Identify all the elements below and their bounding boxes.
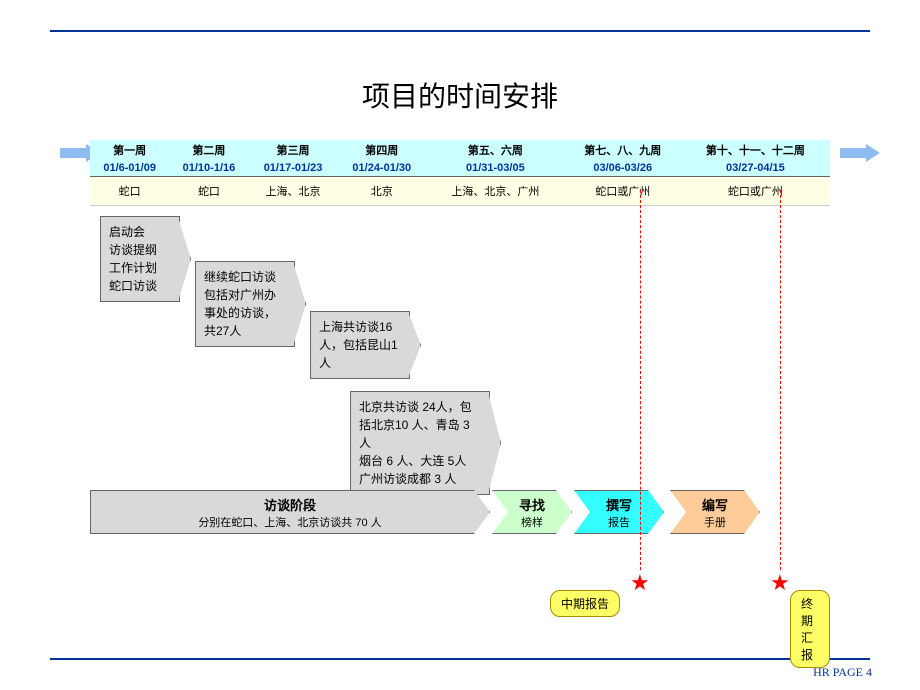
star-icon: ★ [770, 570, 790, 596]
timeline-dates-row: 01/6-01/0901/10-1/1601/17-01/2301/24-01/… [90, 160, 830, 177]
star-icon: ★ [630, 570, 650, 596]
location-cell: 上海、北京、广州 [426, 177, 565, 206]
phase-chevron: 编写手册 [670, 490, 760, 534]
phase-label: 撰写 [606, 495, 632, 514]
phase-row: 访谈阶段分别在蛇口、上海、北京访谈共 70 人寻找榜样撰写报告编写手册 [90, 490, 830, 540]
timeline-chart: 第一周第二周第三周第四周第五、六周第七、八、九周第十、十一、十二周 01/6-0… [90, 140, 830, 506]
week-header: 第五、六周 [426, 140, 565, 160]
week-header: 第二周 [169, 140, 248, 160]
timeline-table: 第一周第二周第三周第四周第五、六周第七、八、九周第十、十一、十二周 01/6-0… [90, 140, 830, 206]
date-header: 01/10-1/16 [169, 160, 248, 177]
page-title: 项目的时间安排 [0, 75, 920, 115]
location-cell: 上海、北京 [249, 177, 338, 206]
task-box: 北京共访谈 24人，包括北京10 人、青岛 3 人烟台 6 人、大连 5人广州访… [350, 391, 490, 495]
timeline-locations-row: 蛇口蛇口上海、北京北京上海、北京、广州蛇口或广州蛇口或广州 [90, 177, 830, 206]
task-box: 启动会访谈提纲工作计划蛇口访谈 [100, 216, 180, 302]
location-cell: 蛇口或广州 [681, 177, 830, 206]
phase-chevron: 访谈阶段分别在蛇口、上海、北京访谈共 70 人 [90, 490, 490, 534]
phase-sublabel: 榜样 [521, 514, 543, 530]
date-header: 03/27-04/15 [681, 160, 830, 177]
location-cell: 蛇口 [90, 177, 169, 206]
date-header: 03/06-03/26 [565, 160, 681, 177]
phase-sublabel: 分别在蛇口、上海、北京访谈共 70 人 [198, 514, 381, 530]
week-header: 第十、十一、十二周 [681, 140, 830, 160]
location-cell: 北京 [338, 177, 427, 206]
phase-label: 访谈阶段 [264, 495, 316, 514]
week-header: 第三周 [249, 140, 338, 160]
phase-chevron: 寻找榜样 [492, 490, 572, 534]
date-header: 01/6-01/09 [90, 160, 169, 177]
week-header: 第一周 [90, 140, 169, 160]
phase-chevron: 撰写报告 [574, 490, 664, 534]
bottom-rule [50, 658, 870, 660]
date-header: 01/31-03/05 [426, 160, 565, 177]
phase-sublabel: 报告 [608, 514, 630, 530]
top-rule [50, 30, 870, 32]
task-boxes-area: 启动会访谈提纲工作计划蛇口访谈继续蛇口访谈包括对广州办事处的访谈，共27人上海共… [90, 206, 830, 506]
milestone-line [640, 190, 641, 570]
milestone-label: 终期汇报 [790, 590, 830, 668]
week-header: 第七、八、九周 [565, 140, 681, 160]
milestone-line [780, 190, 781, 570]
task-box: 继续蛇口访谈包括对广州办事处的访谈，共27人 [195, 261, 295, 347]
milestone-label: 中期报告 [550, 590, 620, 617]
task-box: 上海共访谈16 人，包括昆山1 人 [310, 311, 410, 379]
location-cell: 蛇口或广州 [565, 177, 681, 206]
week-header: 第四周 [338, 140, 427, 160]
phase-sublabel: 手册 [704, 514, 726, 530]
timeline-arrow-right-icon [840, 144, 880, 162]
timeline-weeks-row: 第一周第二周第三周第四周第五、六周第七、八、九周第十、十一、十二周 [90, 140, 830, 160]
date-header: 01/24-01/30 [338, 160, 427, 177]
phase-label: 编写 [702, 495, 728, 514]
location-cell: 蛇口 [169, 177, 248, 206]
date-header: 01/17-01/23 [249, 160, 338, 177]
phase-label: 寻找 [519, 495, 545, 514]
